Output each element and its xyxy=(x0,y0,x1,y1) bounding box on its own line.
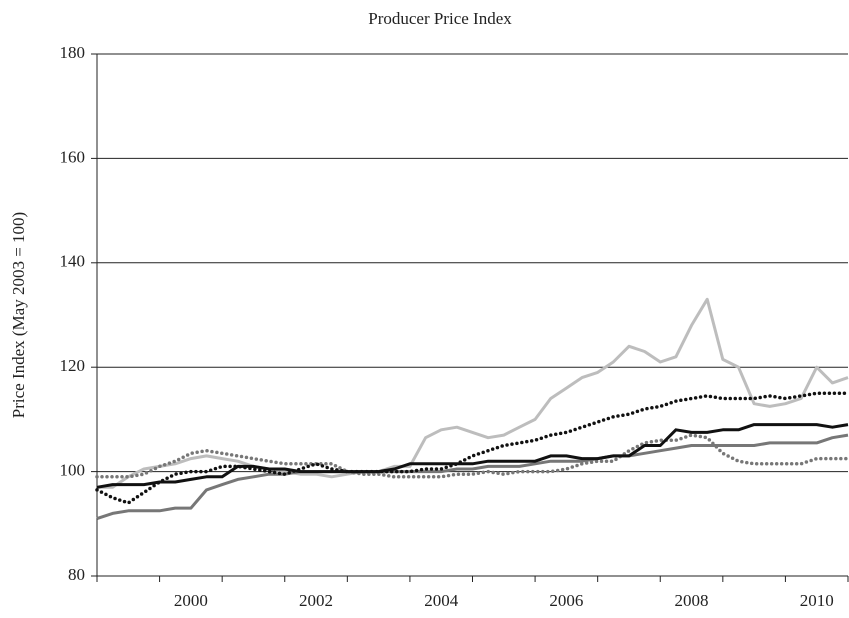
y-tick-label: 100 xyxy=(60,461,86,480)
x-tick-label: 2004 xyxy=(424,591,459,610)
y-axis-label: Price Index (May 2003 = 100) xyxy=(9,212,28,418)
y-tick-label: 180 xyxy=(60,43,86,62)
series-line xyxy=(95,433,849,479)
series-line xyxy=(95,391,849,505)
series-line xyxy=(96,433,849,521)
x-tick-label: 2000 xyxy=(174,591,208,610)
series-line xyxy=(96,423,849,489)
chart-title: Producer Price Index xyxy=(368,9,512,28)
x-tick-label: 2008 xyxy=(675,591,709,610)
y-tick-label: 80 xyxy=(68,565,85,584)
x-tick-label: 2002 xyxy=(299,591,333,610)
series-line xyxy=(97,297,849,489)
x-tick-label: 2010 xyxy=(800,591,834,610)
y-tick-label: 160 xyxy=(60,147,86,166)
x-tick-label: 2006 xyxy=(549,591,583,610)
y-tick-label: 120 xyxy=(60,356,86,375)
y-tick-label: 140 xyxy=(60,252,86,271)
